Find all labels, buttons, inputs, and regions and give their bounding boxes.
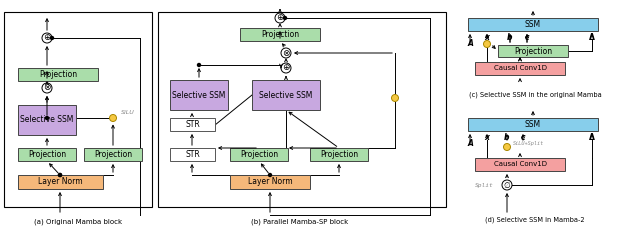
Text: Projection: Projection: [240, 150, 278, 159]
Text: Projection: Projection: [28, 150, 66, 159]
Text: SSM: SSM: [525, 120, 541, 129]
FancyBboxPatch shape: [475, 158, 565, 171]
Circle shape: [45, 116, 49, 119]
Circle shape: [392, 94, 399, 101]
Text: ∅: ∅: [504, 180, 510, 190]
Text: A: A: [467, 140, 473, 148]
FancyBboxPatch shape: [84, 148, 142, 161]
Circle shape: [58, 173, 61, 177]
FancyBboxPatch shape: [240, 28, 320, 41]
Text: (b) Parallel Mamba-SP block: (b) Parallel Mamba-SP block: [252, 219, 349, 225]
Text: Layer Norm: Layer Norm: [248, 178, 292, 187]
Text: Layer Norm: Layer Norm: [38, 178, 83, 187]
Text: A: A: [467, 39, 473, 49]
Text: Projection: Projection: [94, 150, 132, 159]
Text: Selective SSM: Selective SSM: [172, 91, 226, 99]
FancyBboxPatch shape: [475, 62, 565, 75]
Circle shape: [198, 64, 200, 67]
Text: (d) Selective SSM in Mamba-2: (d) Selective SSM in Mamba-2: [485, 217, 585, 223]
Text: Split: Split: [476, 183, 494, 188]
FancyBboxPatch shape: [170, 148, 215, 161]
Text: SiLU+Split: SiLU+Split: [513, 141, 544, 146]
Text: ⊕: ⊕: [44, 34, 51, 42]
FancyBboxPatch shape: [252, 80, 320, 110]
FancyBboxPatch shape: [18, 105, 76, 135]
FancyBboxPatch shape: [498, 45, 568, 57]
Text: STR: STR: [185, 120, 200, 129]
Circle shape: [483, 40, 490, 47]
FancyBboxPatch shape: [158, 12, 446, 207]
Text: x: x: [484, 32, 490, 42]
Text: (c) Selective SSM in the original Mamba: (c) Selective SSM in the original Mamba: [468, 92, 602, 98]
Text: Projection: Projection: [320, 150, 358, 159]
Text: SiLU: SiLU: [121, 109, 135, 114]
Circle shape: [42, 83, 52, 93]
Text: Causal Conv1D: Causal Conv1D: [493, 66, 547, 72]
FancyBboxPatch shape: [170, 80, 228, 110]
Text: Δ: Δ: [589, 133, 595, 141]
Circle shape: [42, 33, 52, 43]
Text: STR: STR: [185, 150, 200, 159]
FancyBboxPatch shape: [18, 175, 103, 189]
Text: x: x: [484, 133, 490, 141]
FancyBboxPatch shape: [310, 148, 368, 161]
Text: ⊗: ⊗: [44, 84, 51, 92]
Circle shape: [275, 13, 285, 23]
FancyBboxPatch shape: [230, 148, 288, 161]
FancyBboxPatch shape: [18, 148, 76, 161]
Text: c: c: [521, 133, 525, 141]
Text: b: b: [504, 133, 509, 141]
Circle shape: [504, 143, 511, 151]
FancyBboxPatch shape: [18, 68, 98, 81]
Text: Causal Conv1D: Causal Conv1D: [493, 161, 547, 168]
Text: Projection: Projection: [261, 30, 299, 39]
Text: Δ: Δ: [589, 32, 595, 42]
Text: Selective SSM: Selective SSM: [20, 116, 74, 124]
Text: Projection: Projection: [39, 70, 77, 79]
FancyBboxPatch shape: [468, 18, 598, 31]
Circle shape: [281, 63, 291, 73]
Text: Selective SSM: Selective SSM: [259, 91, 313, 99]
Circle shape: [284, 17, 287, 20]
FancyBboxPatch shape: [170, 118, 215, 131]
Circle shape: [58, 173, 61, 177]
Text: ⊕: ⊕: [282, 64, 290, 72]
FancyBboxPatch shape: [230, 175, 310, 189]
Text: (a) Original Mamba block: (a) Original Mamba block: [34, 219, 122, 225]
Text: SSM: SSM: [525, 20, 541, 29]
FancyBboxPatch shape: [468, 118, 598, 131]
Circle shape: [51, 37, 54, 39]
FancyBboxPatch shape: [4, 12, 152, 207]
Text: ⊕: ⊕: [276, 13, 284, 22]
Circle shape: [281, 48, 291, 58]
Circle shape: [502, 180, 512, 190]
Circle shape: [269, 173, 271, 177]
Text: ⊗: ⊗: [282, 49, 290, 57]
Text: b: b: [508, 32, 513, 42]
Text: c: c: [525, 32, 529, 42]
Text: Projection: Projection: [514, 47, 552, 55]
Circle shape: [109, 114, 116, 121]
